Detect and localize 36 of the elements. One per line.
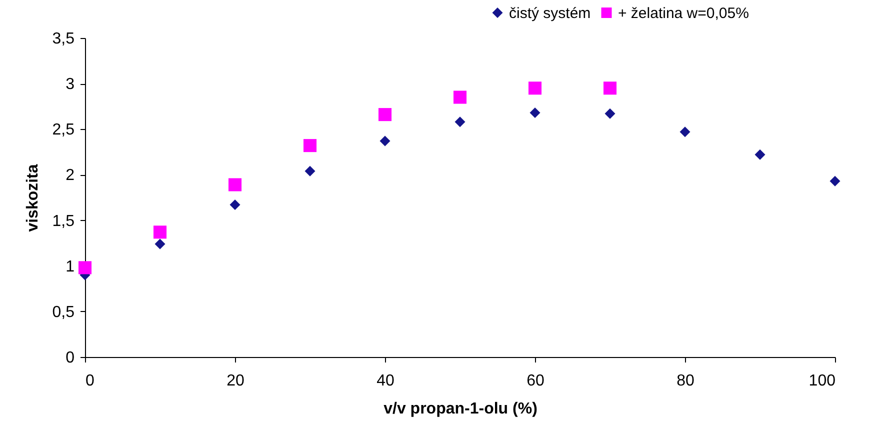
y-tick-label: 1	[66, 258, 75, 276]
x-tick-label: 60	[526, 372, 544, 390]
point	[680, 126, 690, 138]
point	[528, 82, 542, 95]
y-tick-label: 0,5	[52, 304, 75, 321]
point	[153, 226, 167, 239]
legend-label: čistý systém	[509, 4, 591, 22]
point	[378, 108, 392, 122]
point	[380, 136, 390, 146]
x-tick-label: 20	[226, 372, 244, 390]
y-tick-label: 3,5	[52, 30, 75, 48]
point	[604, 108, 616, 119]
point	[830, 176, 840, 186]
point	[453, 90, 467, 104]
point	[154, 238, 166, 250]
point	[454, 116, 466, 128]
y-axis-title: viskozita	[24, 164, 42, 232]
y-tick-label: 2	[66, 167, 75, 184]
x-tick-label: 100	[808, 372, 836, 390]
point	[230, 200, 240, 210]
y-tick-label: 1,5	[52, 212, 75, 230]
x-tick-label: 0	[86, 372, 94, 390]
x-axis-title: v/v propan-1-olu (%)	[384, 400, 538, 418]
point	[228, 178, 242, 192]
y-tick-label: 0	[66, 350, 75, 366]
y-tick-label: 2,5	[52, 122, 75, 139]
legend-label: + želatina w=0,05%	[618, 4, 749, 22]
point	[530, 107, 540, 118]
y-tick-label: 3	[66, 76, 75, 94]
x-tick-label: 80	[676, 372, 694, 390]
point	[78, 261, 92, 274]
point	[303, 139, 317, 152]
point	[304, 166, 316, 176]
point	[754, 149, 766, 160]
x-tick-label: 40	[376, 372, 394, 390]
point	[603, 82, 617, 95]
